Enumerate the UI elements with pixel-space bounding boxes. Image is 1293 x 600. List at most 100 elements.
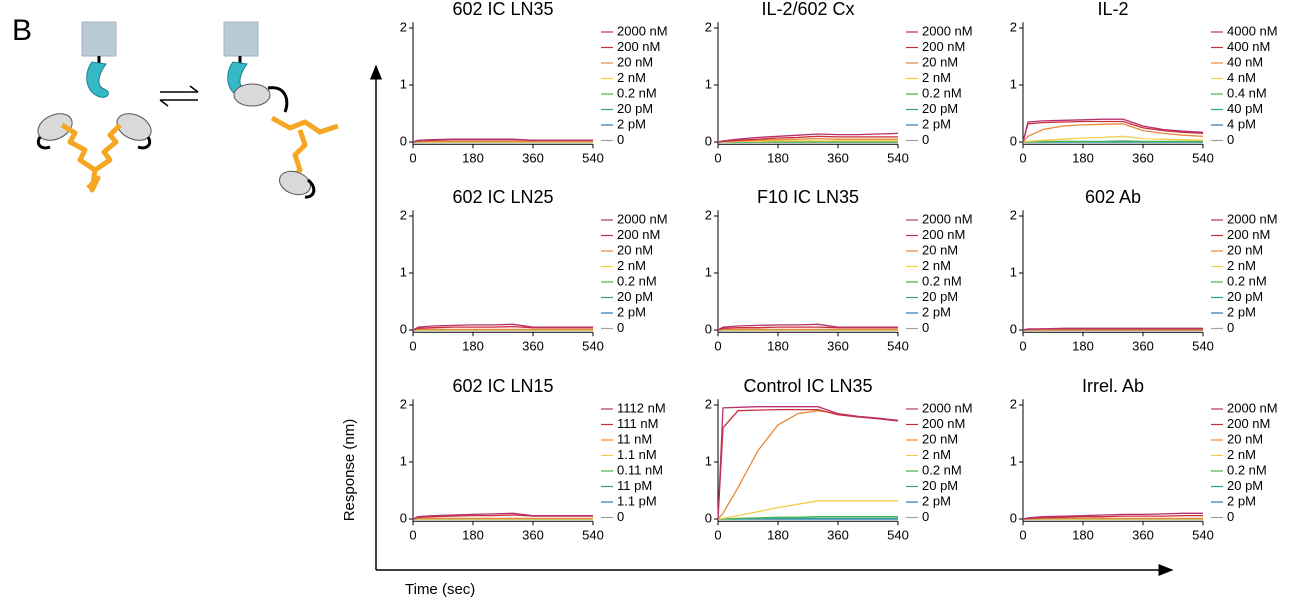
legend-label: 0 xyxy=(617,509,624,524)
x-tick-label: 540 xyxy=(582,528,604,543)
legend-label: 2000 nM xyxy=(922,23,973,38)
legend-label: 0.2 nM xyxy=(1227,273,1267,288)
legend-label: 20 nM xyxy=(617,54,653,69)
y-tick-label: 0 xyxy=(705,321,712,336)
series-line xyxy=(1023,517,1203,520)
legend-label: 20 pM xyxy=(922,101,958,116)
legend-label: 0 xyxy=(922,509,929,524)
legend-label: 20 nM xyxy=(922,431,958,446)
legend-label: 2000 nM xyxy=(1227,211,1278,226)
series-line xyxy=(412,323,593,331)
x-tick-label: 180 xyxy=(1072,339,1094,354)
x-tick-label: 0 xyxy=(714,528,721,543)
series-line xyxy=(1022,327,1203,331)
legend-label: 0 xyxy=(922,132,929,147)
x-tick-label: 180 xyxy=(462,151,484,166)
legend-label: 2 pM xyxy=(1227,493,1256,508)
legend-label: 1112 nM xyxy=(617,400,666,415)
x-tick-label: 540 xyxy=(1192,151,1214,166)
legend-label: 2 nM xyxy=(617,70,646,85)
y-tick-label: 1 xyxy=(1010,264,1017,279)
chart-title: 602 Ab xyxy=(1085,187,1141,207)
legend-label: 0.2 nM xyxy=(922,273,962,288)
x-tick-label: 180 xyxy=(1072,528,1094,543)
x-axis-label: Time (sec) xyxy=(405,581,475,598)
series-line xyxy=(1022,512,1203,520)
legend-label: 200 nM xyxy=(1227,416,1270,431)
y-tick-label: 1 xyxy=(1010,76,1017,91)
chart-title: Irrel. Ab xyxy=(1082,376,1144,396)
x-tick-label: 540 xyxy=(887,151,909,166)
y-tick-label: 2 xyxy=(400,396,407,411)
x-tick-label: 540 xyxy=(582,339,604,354)
legend-label: 0.4 nM xyxy=(1227,85,1267,100)
y-tick-label: 1 xyxy=(705,76,712,91)
x-tick-label: 180 xyxy=(462,339,484,354)
y-tick-label: 2 xyxy=(705,207,712,222)
series-line xyxy=(1022,135,1204,143)
legend-label: 0.2 nM xyxy=(1227,462,1267,477)
series-line xyxy=(412,138,593,143)
chart-title: IL-2/602 Cx xyxy=(761,0,854,19)
series-line xyxy=(718,516,898,520)
y-tick-label: 0 xyxy=(400,510,407,525)
series-line xyxy=(1022,120,1204,143)
y-tick-label: 0 xyxy=(400,321,407,336)
y-tick-label: 2 xyxy=(1010,207,1017,222)
legend-label: 11 nM xyxy=(617,431,652,446)
legend-label: 0.2 nM xyxy=(922,462,962,477)
legend-label: 2 pM xyxy=(922,493,951,508)
series-line xyxy=(717,323,898,331)
y-tick-label: 0 xyxy=(705,133,712,148)
legend-label: 0 xyxy=(1227,320,1234,335)
x-tick-label: 0 xyxy=(409,528,416,543)
panel-label: B xyxy=(12,14,32,47)
chart-title: IL-2 xyxy=(1097,0,1128,19)
legend-label: 2 pM xyxy=(1227,304,1256,319)
y-tick-label: 1 xyxy=(1010,453,1017,468)
x-tick-label: 360 xyxy=(1132,528,1154,543)
y-tick-label: 0 xyxy=(400,133,407,148)
legend-label: 200 nM xyxy=(617,227,660,242)
x-tick-label: 540 xyxy=(582,151,604,166)
chart-title: 602 IC LN25 xyxy=(452,187,553,207)
y-tick-label: 1 xyxy=(400,76,407,91)
x-tick-label: 540 xyxy=(887,528,909,543)
legend-label: 20 nM xyxy=(922,242,958,257)
x-tick-label: 180 xyxy=(767,528,789,543)
y-tick-label: 2 xyxy=(400,19,407,34)
y-tick-label: 1 xyxy=(705,264,712,279)
y-axis-label: Response (nm) xyxy=(341,419,358,522)
schematic xyxy=(36,21,339,199)
y-tick-label: 0 xyxy=(1010,510,1017,525)
legend-label: 200 nM xyxy=(617,39,660,54)
series-line xyxy=(717,132,899,143)
series-line xyxy=(717,135,898,143)
legend-label: 200 nM xyxy=(922,39,965,54)
legend-label: 2 nM xyxy=(1227,258,1256,273)
legend-label: 4 pM xyxy=(1227,116,1256,131)
series-line xyxy=(1022,118,1204,143)
legend-label: 0.2 nM xyxy=(922,85,962,100)
x-tick-label: 180 xyxy=(767,339,789,354)
legend-label: 2 nM xyxy=(617,258,646,273)
y-tick-label: 0 xyxy=(705,510,712,525)
y-tick-label: 2 xyxy=(705,19,712,34)
chart-title: F10 IC LN35 xyxy=(757,187,859,207)
y-tick-label: 1 xyxy=(705,453,712,468)
y-tick-label: 2 xyxy=(1010,396,1017,411)
series-line xyxy=(412,140,593,143)
legend-label: 20 pM xyxy=(617,101,653,116)
x-tick-label: 180 xyxy=(462,528,484,543)
legend-label: 400 nM xyxy=(1227,39,1270,54)
x-tick-label: 0 xyxy=(409,339,416,354)
y-tick-label: 2 xyxy=(705,396,712,411)
chart-title: 602 IC LN35 xyxy=(452,0,553,19)
series-line xyxy=(412,512,593,520)
chart-title: Control IC LN35 xyxy=(743,376,872,396)
x-tick-label: 180 xyxy=(767,151,789,166)
x-tick-label: 360 xyxy=(522,528,544,543)
legend-label: 2000 nM xyxy=(1227,400,1278,415)
legend-label: 0.11 nM xyxy=(617,462,663,477)
